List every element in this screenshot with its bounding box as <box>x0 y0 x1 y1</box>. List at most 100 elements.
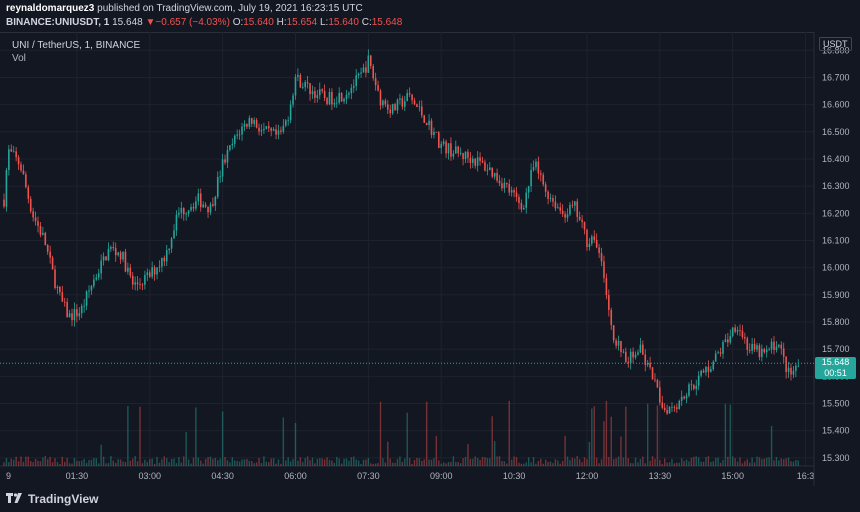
volume-bar <box>668 462 671 466</box>
volume-bar <box>350 457 353 466</box>
candle-body <box>59 286 61 293</box>
volume-bar <box>202 463 204 466</box>
volume-bar <box>780 458 782 466</box>
candle-body <box>54 269 56 289</box>
volume-bar <box>663 458 666 466</box>
x-tick-label: 04:30 <box>211 471 234 481</box>
volume-bar <box>612 459 615 466</box>
volume-bar <box>353 456 355 466</box>
volume-bar <box>180 462 183 466</box>
volume-bar <box>88 460 90 466</box>
volume-bar <box>462 458 464 466</box>
volume-bar <box>71 463 73 466</box>
volume-bar <box>117 459 119 466</box>
down-arrow-icon: ▼ <box>145 17 156 28</box>
volume-bar <box>537 461 540 466</box>
volume-bar <box>423 459 425 466</box>
candle-body <box>561 210 564 215</box>
candle-body <box>447 143 450 154</box>
candle-body <box>173 230 175 239</box>
candle-body <box>119 252 122 260</box>
volume-bar <box>170 458 173 466</box>
volume-bar <box>649 460 651 466</box>
candle-body <box>139 284 141 285</box>
candle-body <box>71 313 73 321</box>
candle-body <box>277 130 280 135</box>
candle-body <box>114 248 117 256</box>
volume-bar <box>289 461 292 466</box>
candle-body <box>612 325 615 341</box>
volume-bar <box>778 460 780 466</box>
volume-bar <box>272 458 275 466</box>
series-legend[interactable]: UNI / TetherUS, 1, BINANCE <box>12 40 141 51</box>
candle-body <box>544 184 547 192</box>
candle-body <box>260 130 263 132</box>
volume-bar <box>158 462 161 466</box>
candle-body <box>661 402 664 408</box>
volume-bar <box>532 457 535 466</box>
candle-body <box>219 176 221 178</box>
candle-body <box>656 380 659 388</box>
volume-bar <box>445 463 447 466</box>
candle-body <box>557 207 559 209</box>
volume-bar <box>610 416 612 466</box>
candle-body <box>617 341 620 346</box>
volume-legend[interactable]: Vol <box>12 53 26 64</box>
candle-body <box>8 149 10 170</box>
candle-body <box>107 248 110 261</box>
volume-bar <box>712 461 714 466</box>
candle-body <box>102 256 105 261</box>
candle-body <box>600 253 603 262</box>
candle-body <box>165 250 168 262</box>
volume-bar <box>486 458 489 466</box>
candle-body <box>224 159 226 163</box>
volume-bar <box>408 457 411 466</box>
candle-body <box>632 351 634 358</box>
y-tick-label: 15.400 <box>822 426 850 436</box>
volume-bar <box>122 461 124 466</box>
candle-body <box>267 126 270 129</box>
volume-bar <box>622 457 625 466</box>
candle-body <box>95 277 98 280</box>
volume-bar <box>64 461 66 466</box>
volume-bar <box>411 463 413 466</box>
volume-bar <box>255 462 258 466</box>
volume-bar <box>187 459 190 466</box>
volume-bar <box>707 456 710 466</box>
volume-bar <box>214 457 217 466</box>
candle-body <box>690 384 693 386</box>
open-label: O: <box>232 17 244 28</box>
author-name[interactable]: reynaldomarquez3 <box>6 3 95 14</box>
volume-bar <box>20 456 22 466</box>
candle-body <box>471 158 474 163</box>
candle-body <box>292 95 294 105</box>
price-chart[interactable]: 15.30015.40015.50015.60015.70015.80015.9… <box>0 0 860 486</box>
volume-bar <box>739 457 741 466</box>
volume-bar <box>729 404 731 466</box>
volume-bar <box>459 463 462 466</box>
candle-body <box>525 192 528 208</box>
candle-body <box>73 309 76 321</box>
symbol-name[interactable]: BINANCE:UNIUSDT, 1 <box>6 17 110 28</box>
volume-bar <box>212 458 214 466</box>
volume-bar <box>292 458 294 466</box>
high-value: 15.654 <box>286 17 318 28</box>
candle-body <box>450 143 452 157</box>
volume-bar <box>595 457 598 466</box>
candle-body <box>442 141 445 144</box>
candle-body <box>318 89 321 96</box>
candle-body <box>195 201 197 209</box>
volume-bar <box>127 405 129 466</box>
candle-body <box>185 213 187 215</box>
volume-bar <box>484 457 486 466</box>
candle-body <box>156 267 158 275</box>
candle-body <box>275 129 277 135</box>
tradingview-logo[interactable]: TradingView <box>6 492 98 506</box>
volume-bar <box>552 463 554 466</box>
candle-body <box>22 170 25 175</box>
volume-bar <box>603 421 605 466</box>
axis-currency-button[interactable]: USDT <box>819 37 852 51</box>
candle-body <box>476 157 479 166</box>
volume-bar <box>651 456 654 466</box>
plot-area[interactable] <box>0 32 814 467</box>
